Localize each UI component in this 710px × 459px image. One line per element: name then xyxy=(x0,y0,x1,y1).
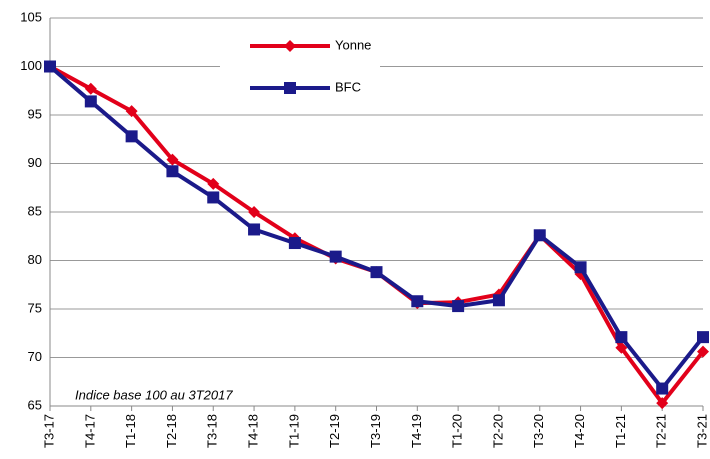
marker xyxy=(574,261,587,274)
marker xyxy=(44,60,56,73)
series xyxy=(44,60,709,410)
x-tick-label: T4-18 xyxy=(246,414,261,448)
marker xyxy=(207,191,220,204)
x-tick-label: T2-21 xyxy=(654,414,669,448)
x-tick-label: T4-17 xyxy=(82,414,97,448)
x-tick-label: T2-20 xyxy=(490,414,505,448)
x-tick-label: T1-21 xyxy=(613,414,628,448)
marker xyxy=(166,153,179,166)
x-tick-label: T3-18 xyxy=(205,414,220,448)
y-tick-label: 100 xyxy=(20,58,42,73)
line xyxy=(49,64,705,406)
x-tick-label: T3-21 xyxy=(694,414,709,448)
marker xyxy=(84,95,97,108)
marker xyxy=(125,130,138,143)
marker xyxy=(84,82,97,95)
x-tick-label: T2-18 xyxy=(164,414,179,448)
marker xyxy=(370,266,383,279)
marker xyxy=(697,345,709,358)
y-tick-label: 90 xyxy=(28,155,42,170)
marker xyxy=(533,229,546,242)
marker xyxy=(411,295,424,308)
marker xyxy=(329,250,342,263)
marker xyxy=(248,223,261,236)
annotation: Indice base 100 au 3T2017 xyxy=(75,387,233,402)
x-tick-label: T1-19 xyxy=(286,414,301,448)
x-tick-label: T2-19 xyxy=(327,414,342,448)
marker xyxy=(615,331,628,344)
y-tick-label: 105 xyxy=(20,9,42,24)
x-tick-label: T4-20 xyxy=(572,414,587,448)
marker xyxy=(697,331,709,344)
x-tick-label: T3-20 xyxy=(531,414,546,448)
legend-box xyxy=(220,26,380,104)
marker xyxy=(288,237,301,250)
series xyxy=(44,60,709,395)
y-tick-label: 85 xyxy=(28,203,42,218)
y-tick-label: 95 xyxy=(28,106,42,121)
legend: Yonne BFC xyxy=(220,26,380,104)
marker xyxy=(452,300,465,313)
y-tick-label: 80 xyxy=(28,252,42,267)
x-tick-label: T1-18 xyxy=(123,414,138,448)
legend-label: Yonne xyxy=(335,37,371,52)
marker xyxy=(656,382,669,395)
marker xyxy=(615,341,628,354)
y-tick-label: 70 xyxy=(28,349,42,364)
y-tick-label: 65 xyxy=(28,397,42,412)
marker xyxy=(125,105,138,118)
marker xyxy=(284,82,296,94)
x-tick-label: T4-19 xyxy=(409,414,424,448)
x-tick-label: T1-20 xyxy=(450,414,465,448)
marker xyxy=(166,165,179,178)
marker xyxy=(248,206,261,218)
legend-label: BFC xyxy=(335,79,361,94)
marker xyxy=(284,40,296,52)
x-tick-label: T3-17 xyxy=(41,414,56,448)
marker xyxy=(492,294,505,307)
marker xyxy=(207,177,220,190)
x-tick-label: T3-19 xyxy=(368,414,383,448)
y-tick-label: 75 xyxy=(28,300,42,315)
marker xyxy=(656,397,669,410)
